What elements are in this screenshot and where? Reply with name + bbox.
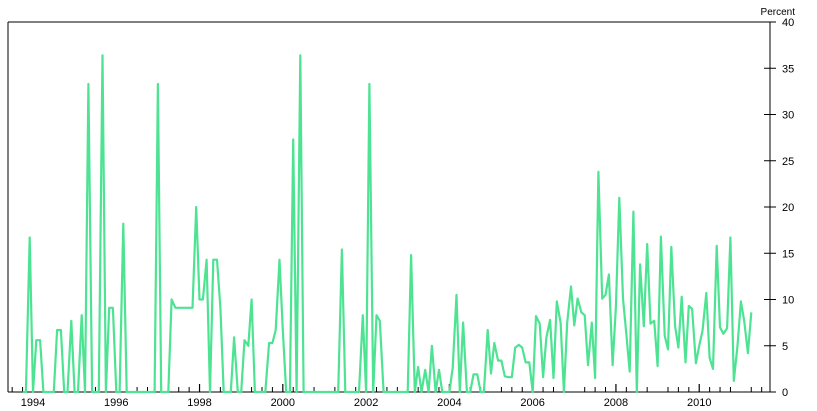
x-tick-label: 2008 — [604, 397, 628, 409]
x-axis-ticks: 1994 1996 1998 2000 2002 2004 2006 2008 2010 — [11, 384, 763, 409]
x-tick-label: 1996 — [104, 397, 128, 409]
x-tick-label: 2002 — [354, 397, 378, 409]
y-tick-label: 20 — [782, 202, 794, 214]
y-tick-label: 30 — [782, 110, 794, 122]
y-tick-label: 10 — [782, 295, 794, 307]
x-tick-label: 2000 — [271, 397, 295, 409]
y-tick-label: 25 — [782, 156, 794, 168]
series-line — [22, 54, 753, 394]
y-tick-label: 15 — [782, 248, 794, 260]
x-tick-label: 1994 — [21, 397, 45, 409]
x-tick-label: 2006 — [520, 397, 544, 409]
y-tick-label: 35 — [782, 63, 794, 75]
y-tick-label: 40 — [782, 17, 794, 29]
y-axis-ticks: 0 5 10 15 20 25 30 35 40 — [764, 17, 794, 399]
x-tick-label: 1998 — [187, 397, 211, 409]
y-tick-label: 5 — [782, 341, 788, 353]
x-tick-label: 2004 — [437, 397, 461, 409]
series-lines — [22, 54, 753, 394]
y-axis-unit-label: Percent — [761, 7, 796, 18]
y-tick-label: 0 — [782, 387, 788, 399]
x-tick-label: 2010 — [687, 397, 711, 409]
